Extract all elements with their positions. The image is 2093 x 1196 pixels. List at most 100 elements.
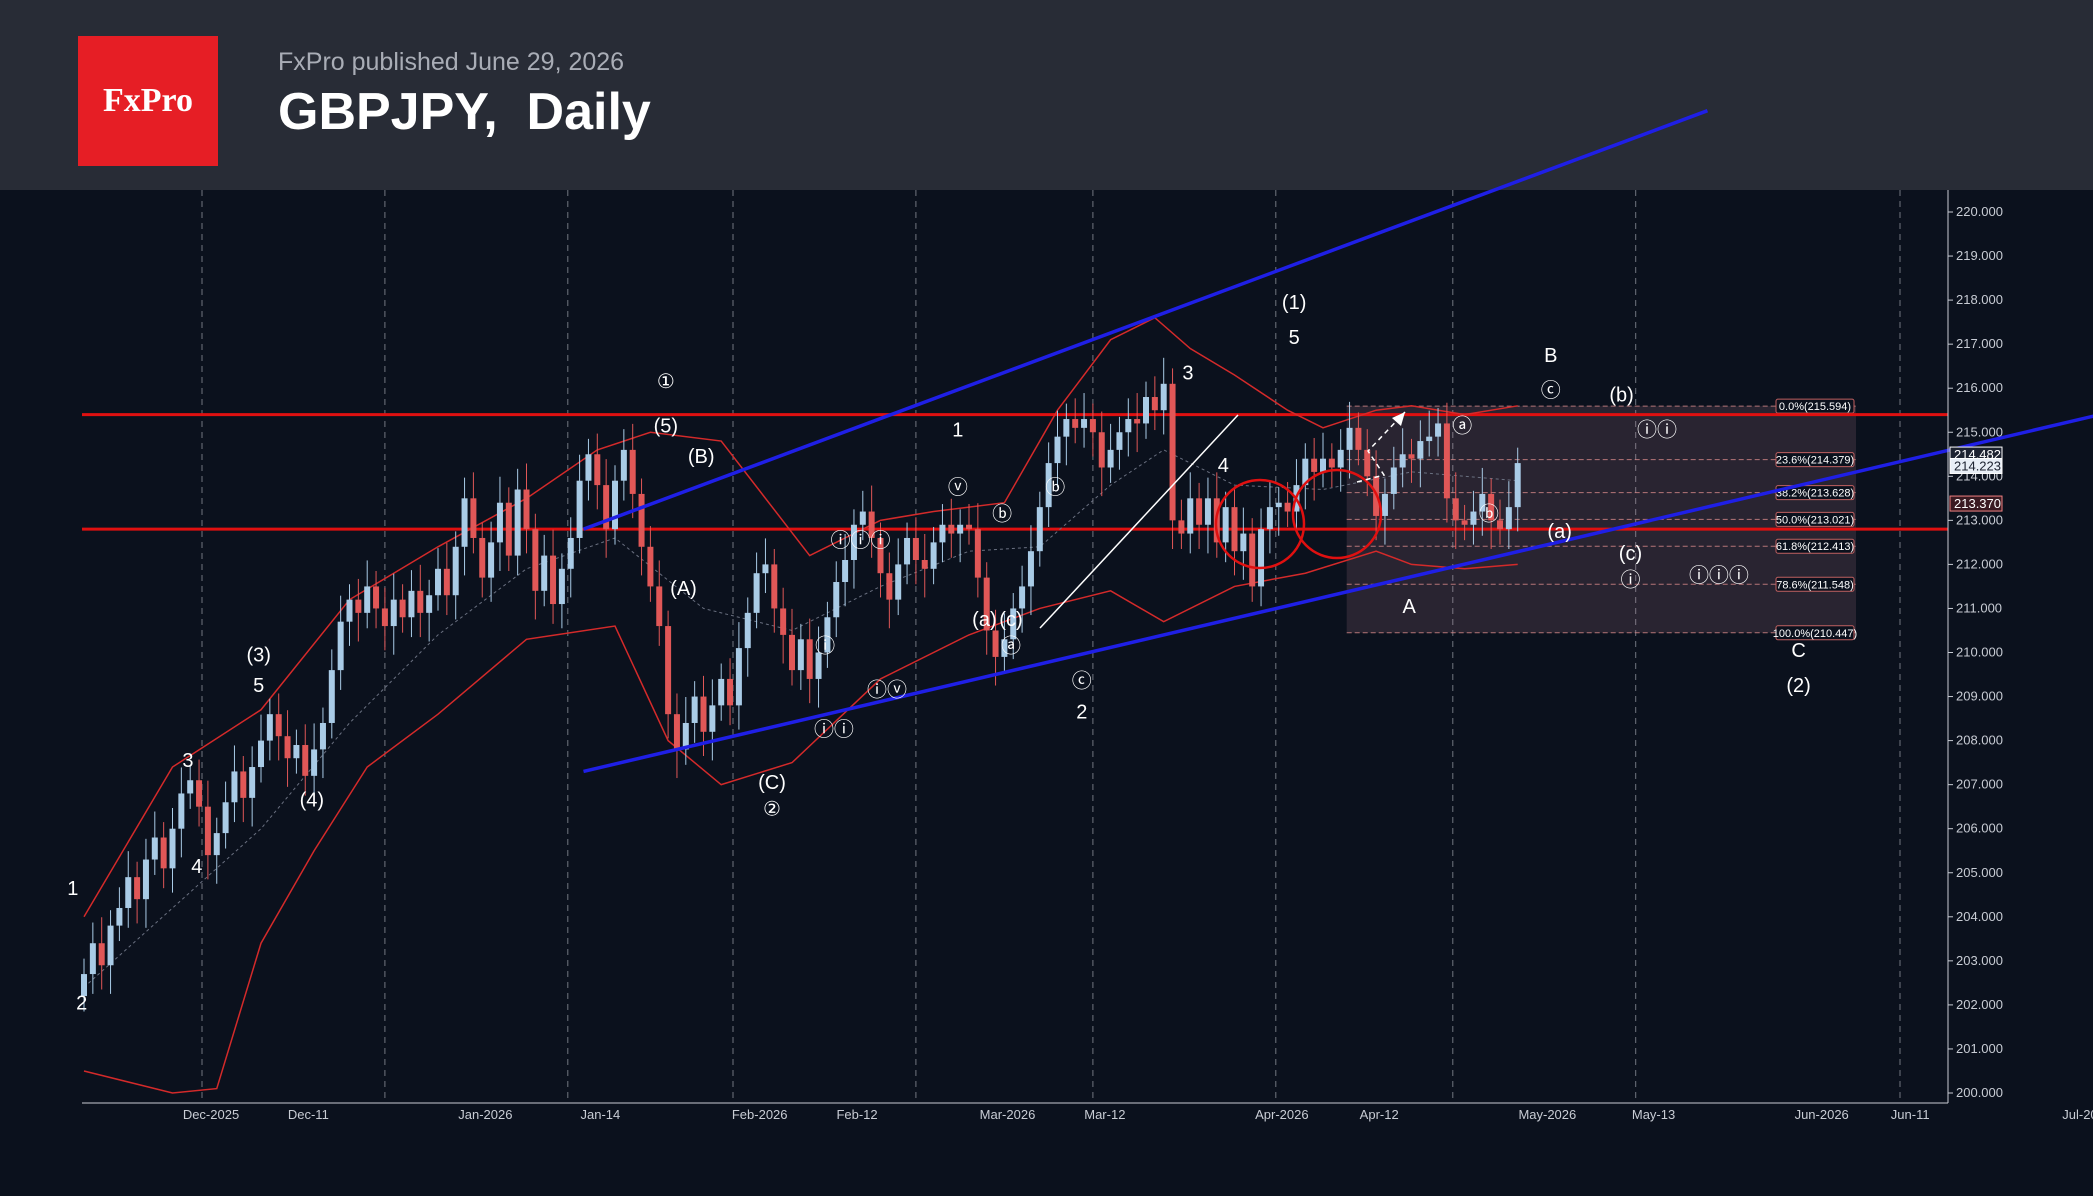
y-tick-label: 204.000 — [1956, 909, 2003, 924]
candle-bull — [1019, 586, 1026, 609]
candle-bear — [275, 714, 282, 737]
candle-bear — [1178, 520, 1185, 534]
candle-bull — [390, 599, 397, 627]
wave-label: C — [1791, 640, 1805, 662]
candle-bull — [169, 828, 176, 869]
x-tick-label: Dec-11 — [288, 1107, 329, 1122]
fib-label-box — [1775, 452, 1855, 468]
x-tick-label: Jun-11 — [1891, 1107, 1930, 1122]
candle-bear — [656, 586, 663, 627]
wave-label: 3 — [1182, 362, 1193, 384]
candle-bull — [541, 555, 548, 591]
candle-bull — [1417, 441, 1424, 459]
bollinger-bands — [83, 316, 1518, 1094]
candle-bull — [107, 925, 114, 966]
y-tick-label: 220.000 — [1956, 204, 2003, 219]
wave-label: (3) — [246, 644, 270, 666]
candle-bear — [806, 639, 813, 679]
wave-label: 2 — [1076, 702, 1087, 724]
candle-bull — [187, 780, 194, 794]
fib-level-label: 78.6%(211.548) — [1776, 579, 1853, 591]
published-info: FxPro published June 29, 2026 — [278, 48, 625, 76]
wave-label: ⓒ — [1072, 670, 1092, 693]
candle-bear — [1488, 493, 1495, 521]
candle-bear — [1284, 502, 1291, 512]
channel-lower-line — [583, 414, 2093, 774]
highlight-circle — [1214, 478, 1306, 570]
candle-bear — [134, 877, 141, 900]
candle-bull — [895, 564, 902, 600]
x-tick-label: Jul-2026 — [2062, 1107, 2093, 1122]
wave-label: ⓘ — [1620, 568, 1640, 591]
price-marker-label: 213.370 — [1954, 496, 2001, 511]
candlesticks — [81, 357, 1521, 1012]
candle-bull — [815, 652, 822, 679]
candle-bear — [948, 524, 955, 534]
trend-channel — [582, 109, 2093, 774]
fib-level-label: 0.0%(215.594) — [1779, 401, 1851, 413]
candle-bull — [258, 740, 264, 768]
candle-bull — [842, 559, 849, 583]
candle-bear — [1461, 520, 1468, 525]
wave-label: 1 — [952, 420, 963, 442]
candle-bull — [81, 974, 87, 997]
candle-bull — [178, 793, 185, 829]
candle-bear — [399, 599, 406, 618]
annotations — [1039, 411, 1406, 629]
x-tick-label: May-13 — [1632, 1107, 1675, 1122]
candle-bull — [1302, 458, 1309, 486]
x-tick-label: Feb-2026 — [732, 1107, 788, 1122]
candle-bear — [629, 449, 636, 494]
y-tick-label: 218.000 — [1956, 292, 2003, 307]
wave-label: (a) — [1547, 521, 1571, 543]
candle-bear — [1098, 432, 1105, 468]
axes: 220.000 219.000 218.000 217.000 216.000 215.0… — [82, 190, 2093, 1122]
x-tick-label: Feb-12 — [836, 1107, 877, 1122]
chart-grid — [201, 190, 1901, 1103]
candle-bull — [1505, 507, 1512, 530]
candle-bear — [443, 568, 450, 596]
candle-bull — [496, 502, 503, 543]
highlight-circle — [1291, 468, 1383, 560]
bollinger-upper — [83, 316, 1518, 918]
wave-label: (5) — [654, 415, 678, 437]
wave-label: 5 — [253, 675, 264, 697]
y-tick-label: 200.000 — [1956, 1085, 2003, 1100]
wave-label: ⓑ — [1045, 476, 1065, 499]
candle-bear — [1196, 498, 1203, 525]
candle-bull — [1010, 608, 1017, 640]
candle-bull — [319, 722, 326, 750]
candle-bear — [1364, 449, 1371, 477]
y-tick-label: 201.000 — [1956, 1041, 2003, 1056]
candle-bull — [1435, 423, 1442, 437]
candle-bull — [125, 877, 132, 908]
wave-label: ⓘⓘ — [1637, 419, 1677, 442]
candle-bull — [1054, 436, 1061, 464]
candle-bull — [364, 586, 371, 613]
candle-bull — [1160, 383, 1167, 411]
candle-bear — [647, 546, 654, 587]
y-tick-label: 211.000 — [1956, 600, 2002, 615]
candle-bull — [1240, 533, 1247, 552]
candle-bull — [930, 542, 937, 569]
candle-bear — [966, 524, 972, 530]
candle-bear — [638, 493, 645, 547]
y-tick-label: 212.000 — [1956, 556, 2003, 571]
candle-bear — [673, 714, 680, 750]
wave-label: ⓐ — [1452, 414, 1472, 437]
candle-bear — [470, 498, 477, 538]
candle-bear — [417, 590, 424, 613]
candle-bull — [620, 449, 627, 481]
x-tick-label: Apr-2026 — [1255, 1107, 1308, 1122]
y-tick-label: 209.000 — [1956, 689, 2003, 704]
candle-bear — [284, 736, 291, 759]
candle-bull — [1143, 397, 1149, 424]
candle-bull — [231, 771, 238, 803]
wave-label: ⓑ — [1479, 502, 1499, 525]
wave-label: ⓘⓥ — [867, 679, 907, 702]
y-tick-label: 217.000 — [1956, 336, 2003, 351]
candle-bull — [612, 480, 618, 530]
candle-bear — [1328, 458, 1335, 468]
y-tick-label: 203.000 — [1956, 953, 2003, 968]
